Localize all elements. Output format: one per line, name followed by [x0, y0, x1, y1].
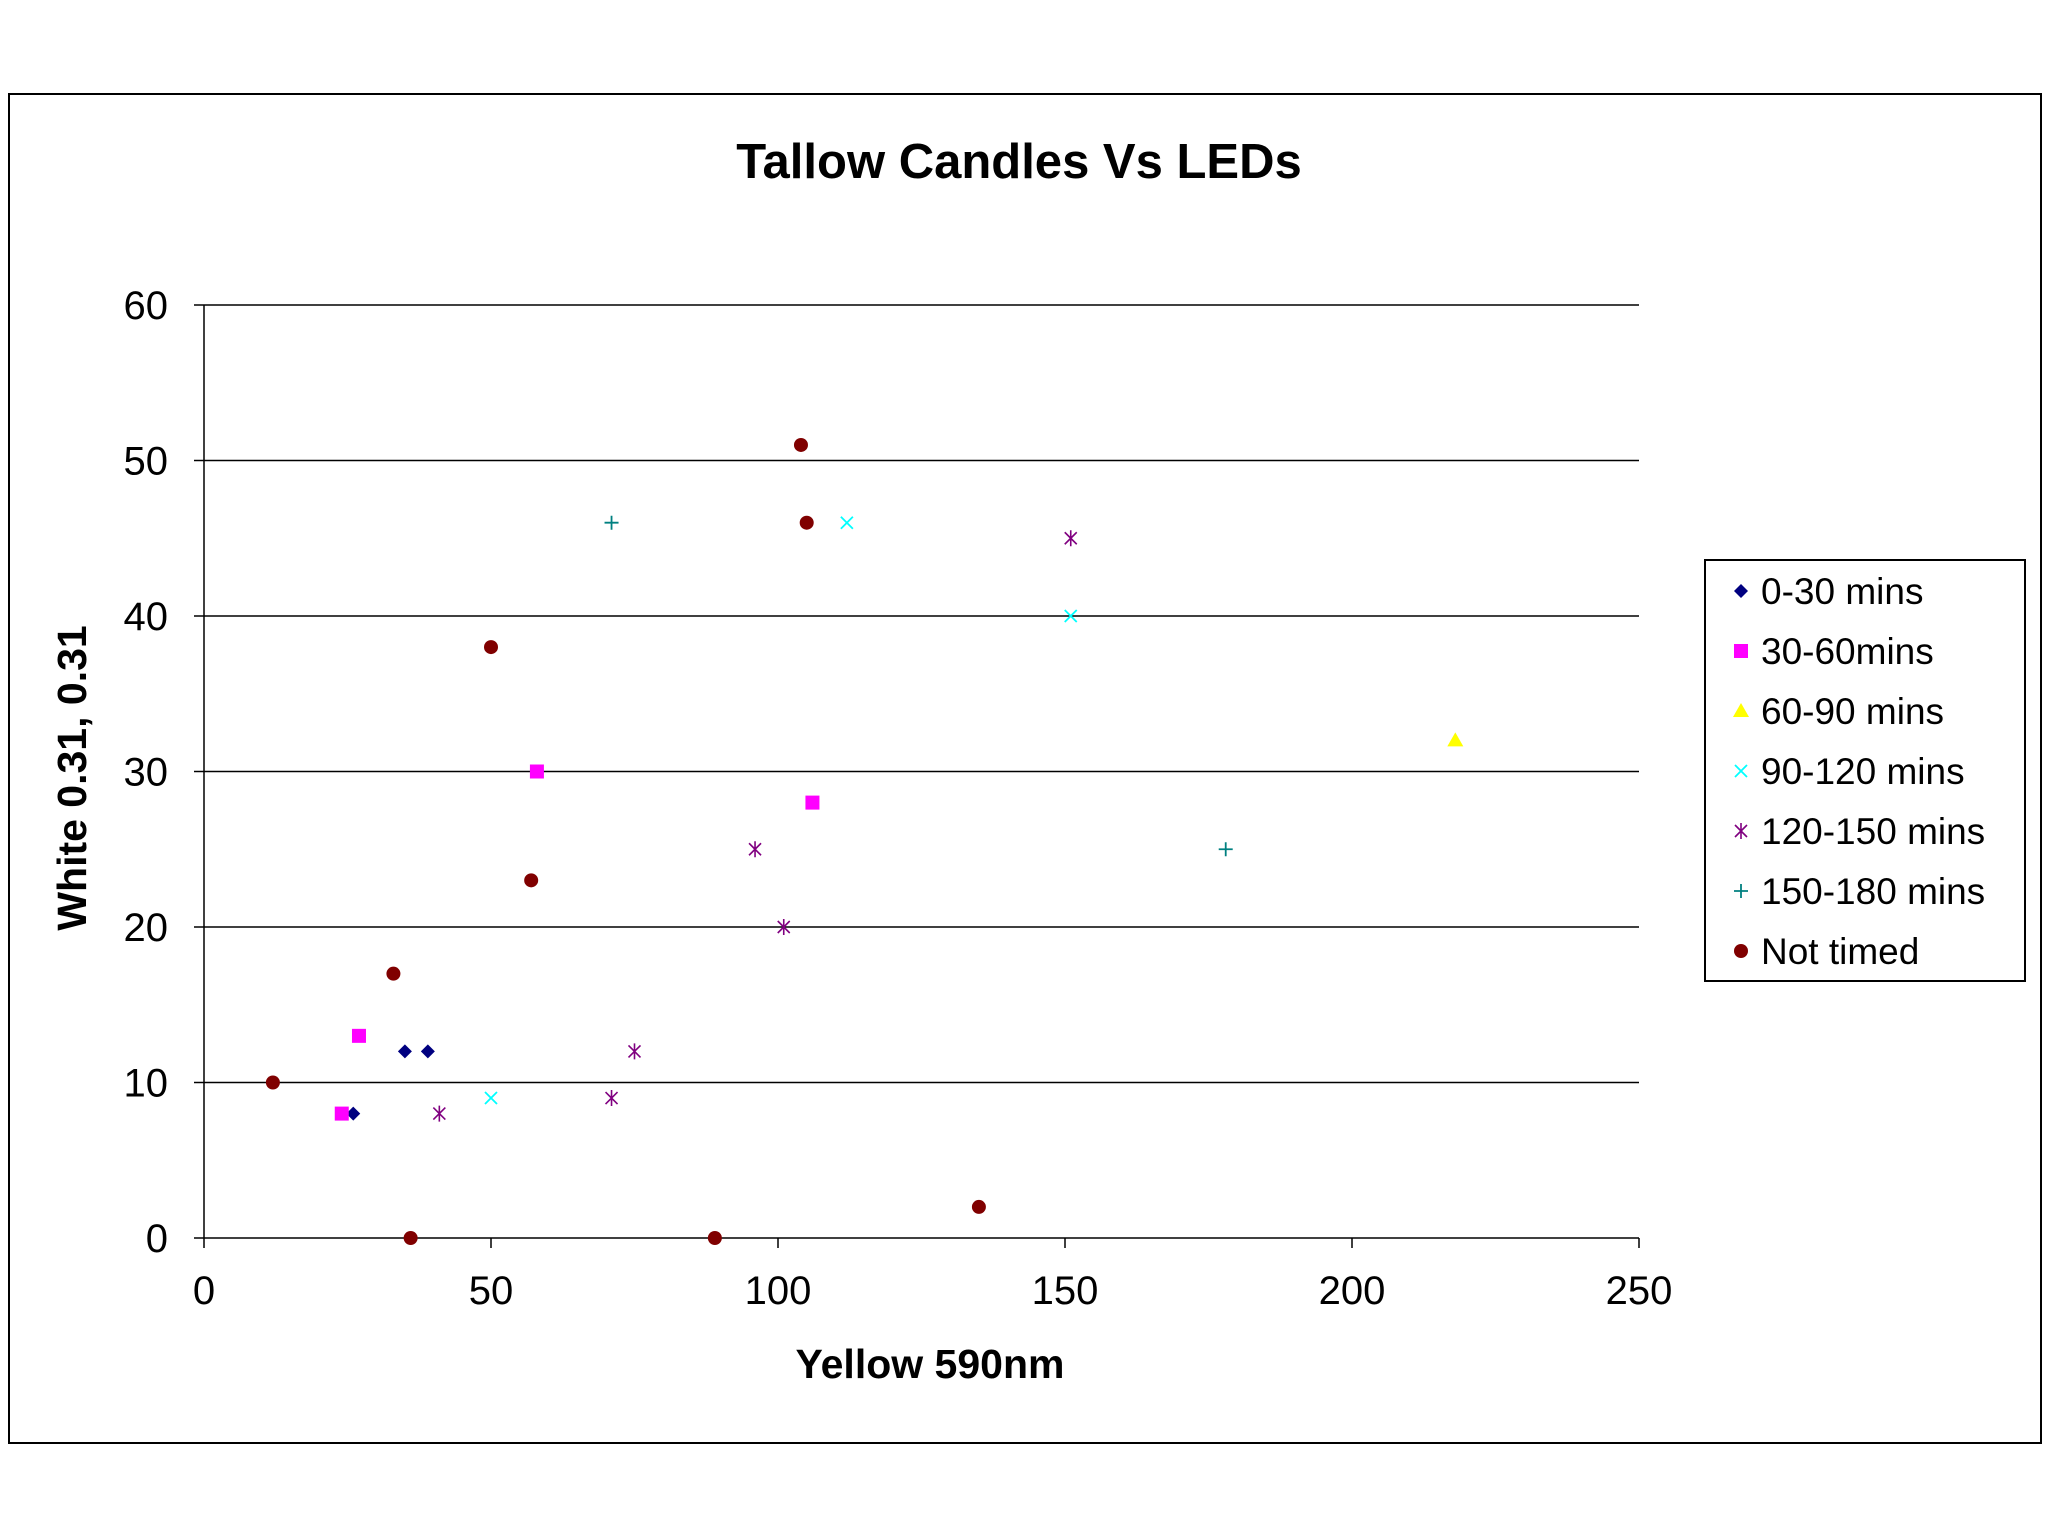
data-point: [707, 1231, 722, 1245]
legend-item: 0-30 mins: [1734, 571, 1923, 612]
data-point: [604, 1090, 619, 1107]
x-axis-tick-labels: 0 50 100 150 200 250: [193, 1269, 1673, 1313]
axes: [194, 304, 1640, 1248]
y-tick-label: 60: [124, 284, 169, 328]
data-point: [1064, 609, 1078, 623]
y-tick-label: 40: [124, 595, 169, 639]
data-point: [386, 966, 401, 981]
y-tick-label: 0: [146, 1217, 168, 1261]
x-tick-label: 150: [1032, 1269, 1099, 1313]
data-point: [627, 1043, 642, 1060]
data-point: [840, 516, 854, 530]
data-point: [1064, 530, 1078, 547]
data-point: [346, 1106, 361, 1121]
data-point: [432, 1105, 446, 1122]
data-point: [604, 515, 619, 530]
data-points: [265, 437, 1464, 1245]
legend-box: [1704, 559, 2026, 982]
data-point: [397, 1044, 412, 1059]
y-axis-label: White 0.31, 0.31: [49, 625, 95, 930]
data-point: [777, 919, 791, 935]
legend-item: Not timed: [1734, 931, 1919, 972]
series-6: [265, 437, 986, 1245]
legend-marker: [1734, 823, 1748, 839]
legend-item: 60-90 mins: [1733, 691, 1944, 732]
y-tick-label: 30: [124, 751, 169, 795]
legend-marker: [1734, 584, 1748, 598]
legend-item: 150-180 mins: [1734, 871, 1985, 912]
x-tick-label: 100: [745, 1269, 812, 1313]
legend-item: 90-120 mins: [1734, 751, 1965, 792]
series-4: [432, 530, 1078, 1122]
data-point: [799, 515, 814, 530]
x-tick-label: 0: [193, 1269, 215, 1313]
legend-label: 120-150 mins: [1761, 811, 1985, 852]
data-point: [403, 1231, 418, 1245]
y-tick-label: 10: [124, 1062, 169, 1106]
data-point: [1447, 732, 1464, 747]
legend-item: 120-150 mins: [1734, 811, 1985, 852]
y-tick-label: 20: [124, 906, 169, 950]
legend-marker: [1734, 944, 1748, 958]
y-axis-tick-labels: 0 10 20 30 40 50 60: [124, 284, 169, 1261]
y-tick-label: 50: [124, 440, 169, 484]
data-point: [529, 764, 544, 779]
legend-marker: [1734, 644, 1748, 658]
data-point: [484, 640, 498, 655]
series-0: [346, 1044, 435, 1121]
data-point: [484, 1091, 498, 1105]
chart-area-border: [8, 93, 2042, 1444]
legend-label: 150-180 mins: [1761, 871, 1985, 912]
series-5: [604, 515, 1233, 857]
legend-label: Not timed: [1761, 931, 1919, 972]
legend-marker: [1733, 703, 1749, 717]
data-point: [265, 1075, 280, 1090]
legend: 0-30 mins 30-60mins 60-90 mins 90-120 mins 1…: [1704, 559, 2026, 982]
x-tick-label: 50: [469, 1269, 514, 1313]
legend-marker: [1734, 884, 1748, 898]
data-point: [805, 795, 820, 810]
data-point: [420, 1044, 435, 1059]
series-2: [1447, 732, 1464, 747]
data-point: [1218, 842, 1233, 857]
series-1: [334, 764, 820, 1121]
legend-label: 30-60mins: [1761, 631, 1934, 672]
data-point: [351, 1028, 366, 1043]
data-point: [971, 1199, 986, 1214]
legend-label: 90-120 mins: [1761, 751, 1965, 792]
legend-item: 30-60mins: [1734, 631, 1934, 672]
data-point: [524, 873, 539, 888]
series-3: [484, 516, 1078, 1105]
x-axis-label: Yellow 590nm: [796, 1341, 1065, 1387]
chart-title: Tallow Candles Vs LEDs: [736, 135, 1301, 189]
legend-label: 60-90 mins: [1761, 691, 1944, 732]
gridlines: [204, 304, 1639, 1084]
x-tick-label: 200: [1319, 1269, 1386, 1313]
data-point: [793, 437, 808, 452]
x-tick-label: 250: [1606, 1269, 1673, 1313]
legend-marker: [1734, 764, 1748, 778]
data-point: [748, 841, 762, 858]
data-point: [334, 1106, 349, 1121]
legend-label: 0-30 mins: [1761, 571, 1923, 612]
